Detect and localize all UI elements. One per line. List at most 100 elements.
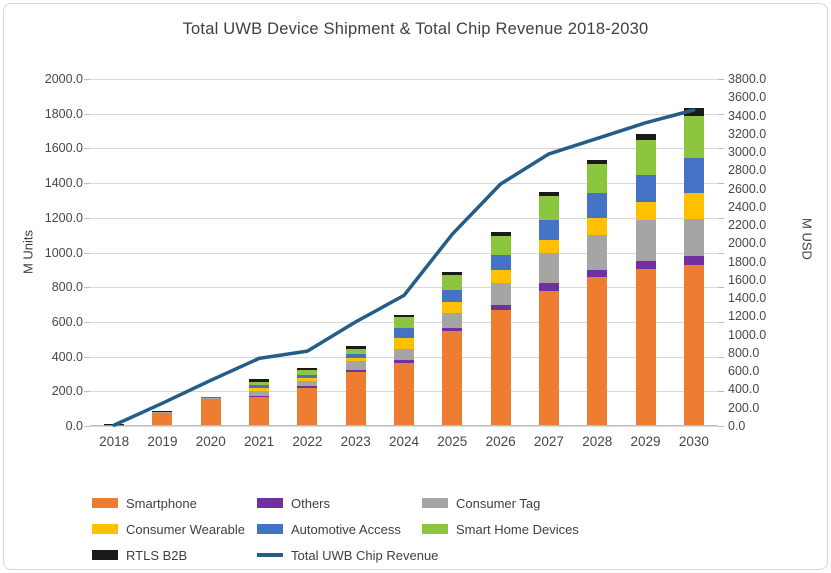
bar-segment — [297, 386, 318, 389]
bar-segment — [394, 359, 414, 363]
right-axis-tick-label: 2800.0 — [728, 163, 767, 178]
legend-color-swatch — [257, 498, 283, 508]
stacked-bar-2027 — [538, 192, 559, 425]
bar-segment — [345, 346, 366, 350]
bar-segment — [538, 192, 559, 196]
bar-segment — [538, 282, 559, 292]
right-axis-tick-label: 1600.0 — [728, 272, 767, 287]
right-axis-tick-label: 2400.0 — [728, 199, 767, 214]
tick-mark — [84, 183, 90, 185]
right-axis-tick-label: 3200.0 — [728, 126, 767, 141]
x-axis-label: 2022 — [292, 434, 323, 449]
right-axis-tick-label: 2200.0 — [728, 218, 767, 233]
tick-mark — [84, 426, 90, 427]
tick-mark — [718, 113, 724, 115]
bar-segment — [587, 234, 608, 270]
tick-mark — [84, 391, 90, 393]
bar-segment — [538, 219, 559, 240]
tick-mark — [718, 217, 724, 219]
bar-segment — [394, 348, 414, 360]
legend-label: Others — [291, 495, 331, 511]
tick-mark — [84, 217, 90, 219]
bar-segment — [635, 220, 656, 262]
bar-segment — [490, 232, 511, 236]
bar-segment — [345, 358, 366, 362]
right-axis-tick-label: 1200.0 — [728, 309, 767, 324]
revenue-line — [112, 108, 696, 427]
tick-mark — [718, 321, 724, 323]
left-axis-tick-label: 800.0 — [51, 280, 83, 295]
tick-mark — [84, 321, 90, 323]
gridline — [90, 252, 718, 254]
x-axis-label: 2019 — [147, 434, 178, 449]
revenue-line-path — [112, 108, 696, 427]
bar-segment — [249, 379, 270, 382]
bar-segment — [152, 412, 173, 425]
legend-entry: Consumer Tag — [422, 496, 652, 511]
bar-segment — [490, 282, 511, 305]
bar-segment — [587, 218, 608, 235]
bar-segment — [587, 193, 608, 219]
x-axis-label: 2026 — [485, 434, 516, 449]
bar-segment — [200, 398, 221, 425]
tick-mark — [718, 252, 724, 254]
left-axis-tick-label: 600.0 — [51, 314, 83, 329]
bar-segment — [442, 274, 463, 290]
legend-entry: Smartphone — [92, 496, 257, 511]
bar-segment — [249, 395, 270, 398]
left-axis-tick-label: 1000.0 — [44, 245, 83, 260]
stacked-bar-2026 — [490, 232, 511, 425]
right-axis-tick-label: 1400.0 — [728, 291, 767, 306]
right-axis-tick-label: 3800.0 — [728, 72, 767, 86]
x-axis-label: 2029 — [630, 434, 661, 449]
bar-segment — [394, 314, 414, 318]
stacked-bar-2020 — [200, 396, 221, 425]
left-axis-tick-label: 0.0 — [65, 419, 83, 433]
stacked-bar-2029 — [635, 134, 656, 425]
left-axis-tick-label: 200.0 — [51, 384, 83, 399]
right-axis-tick-label: 3000.0 — [728, 145, 767, 160]
bar-segment — [297, 370, 318, 375]
bar-segment — [297, 378, 318, 381]
legend-entry: Consumer Wearable — [92, 522, 257, 537]
legend-color-swatch — [92, 550, 118, 560]
bar-segment — [345, 349, 366, 355]
right-axis-tick-label: 1800.0 — [728, 254, 767, 269]
gridline — [90, 148, 718, 150]
right-axis-tick-label: 0.0 — [728, 419, 746, 433]
bar-segment — [587, 277, 608, 425]
bar-segment — [249, 388, 270, 391]
bar-segment — [683, 108, 704, 117]
legend-color-swatch — [92, 524, 118, 534]
legend-line-swatch — [257, 553, 283, 557]
left-axis-tick-label: 1200.0 — [44, 210, 83, 225]
left-axis-tick-label: 1600.0 — [44, 141, 83, 156]
bar-segment — [345, 361, 366, 370]
bar-segment — [394, 317, 414, 328]
stacked-bar-2030 — [683, 108, 704, 425]
legend-entry: Total UWB Chip Revenue — [257, 548, 438, 563]
gridline — [90, 287, 718, 289]
bar-segment — [587, 269, 608, 278]
tick-mark — [718, 183, 724, 185]
legend-entry: Automotive Access — [257, 522, 422, 537]
stacked-bar-2021 — [249, 379, 270, 425]
tick-mark — [84, 252, 90, 254]
bar-segment — [683, 116, 704, 158]
bar-segment — [200, 398, 221, 399]
x-axis-label: 2020 — [195, 434, 226, 449]
legend-entry: RTLS B2B — [92, 548, 257, 563]
tick-mark — [84, 113, 90, 115]
bar-segment — [683, 192, 704, 219]
bar-segment — [442, 313, 463, 328]
x-axis-label: 2023 — [340, 434, 371, 449]
stacked-bar-2019 — [152, 411, 173, 425]
left-axis-tick-label: 1400.0 — [44, 176, 83, 191]
bar-segment — [587, 163, 608, 194]
bar-segment — [394, 327, 414, 338]
chart-frame: Total UWB Device Shipment & Total Chip R… — [3, 3, 828, 570]
tick-mark — [84, 287, 90, 289]
gridline — [90, 183, 718, 185]
bar-segment — [249, 397, 270, 425]
